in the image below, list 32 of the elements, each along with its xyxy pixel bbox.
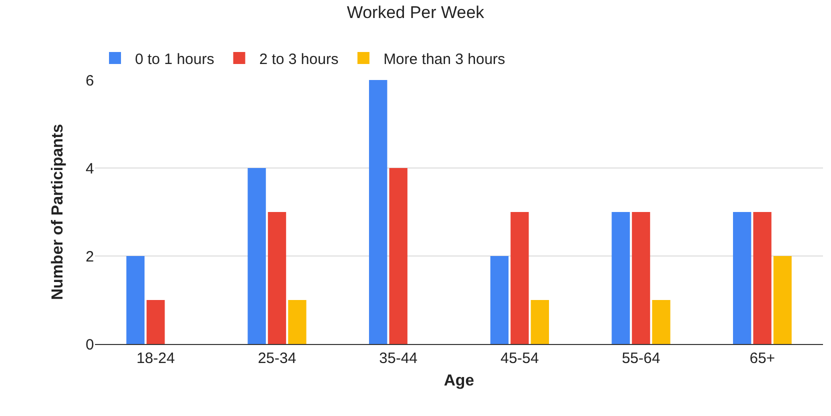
legend-label: More than 3 hours	[383, 50, 506, 68]
x-axis-title: Age	[444, 372, 474, 390]
y-tick-label: 0	[86, 336, 94, 354]
bar	[530, 300, 549, 344]
y-tick-label: 6	[86, 72, 94, 90]
bar	[612, 212, 630, 344]
y-tick-label: 4	[86, 160, 94, 178]
chart-title: Worked Per Week	[346, 3, 485, 22]
x-tick-label: 65+	[750, 350, 776, 367]
bar	[652, 300, 670, 344]
x-tick-label: 45-54	[500, 350, 539, 367]
bar	[753, 212, 772, 344]
bar	[369, 80, 388, 344]
x-tick-label: 18-24	[136, 350, 175, 367]
bar	[490, 256, 509, 344]
x-tick-label: 35-44	[379, 350, 418, 367]
bar	[126, 256, 145, 344]
bar	[146, 300, 165, 344]
bar	[268, 212, 286, 344]
bar	[389, 168, 408, 344]
bar	[773, 256, 792, 344]
y-tick-label: 2	[86, 248, 94, 266]
x-tick-label: 25-34	[258, 350, 296, 367]
bar	[733, 212, 752, 344]
bar	[248, 168, 266, 344]
bar	[510, 212, 529, 344]
bar	[632, 212, 650, 344]
x-tick-label: 55-64	[622, 350, 660, 367]
y-axis-title: Number of Participants	[50, 124, 67, 300]
bar	[288, 300, 306, 344]
legend-label: 0 to 1 hours	[135, 50, 214, 68]
legend-label: 2 to 3 hours	[259, 50, 338, 68]
